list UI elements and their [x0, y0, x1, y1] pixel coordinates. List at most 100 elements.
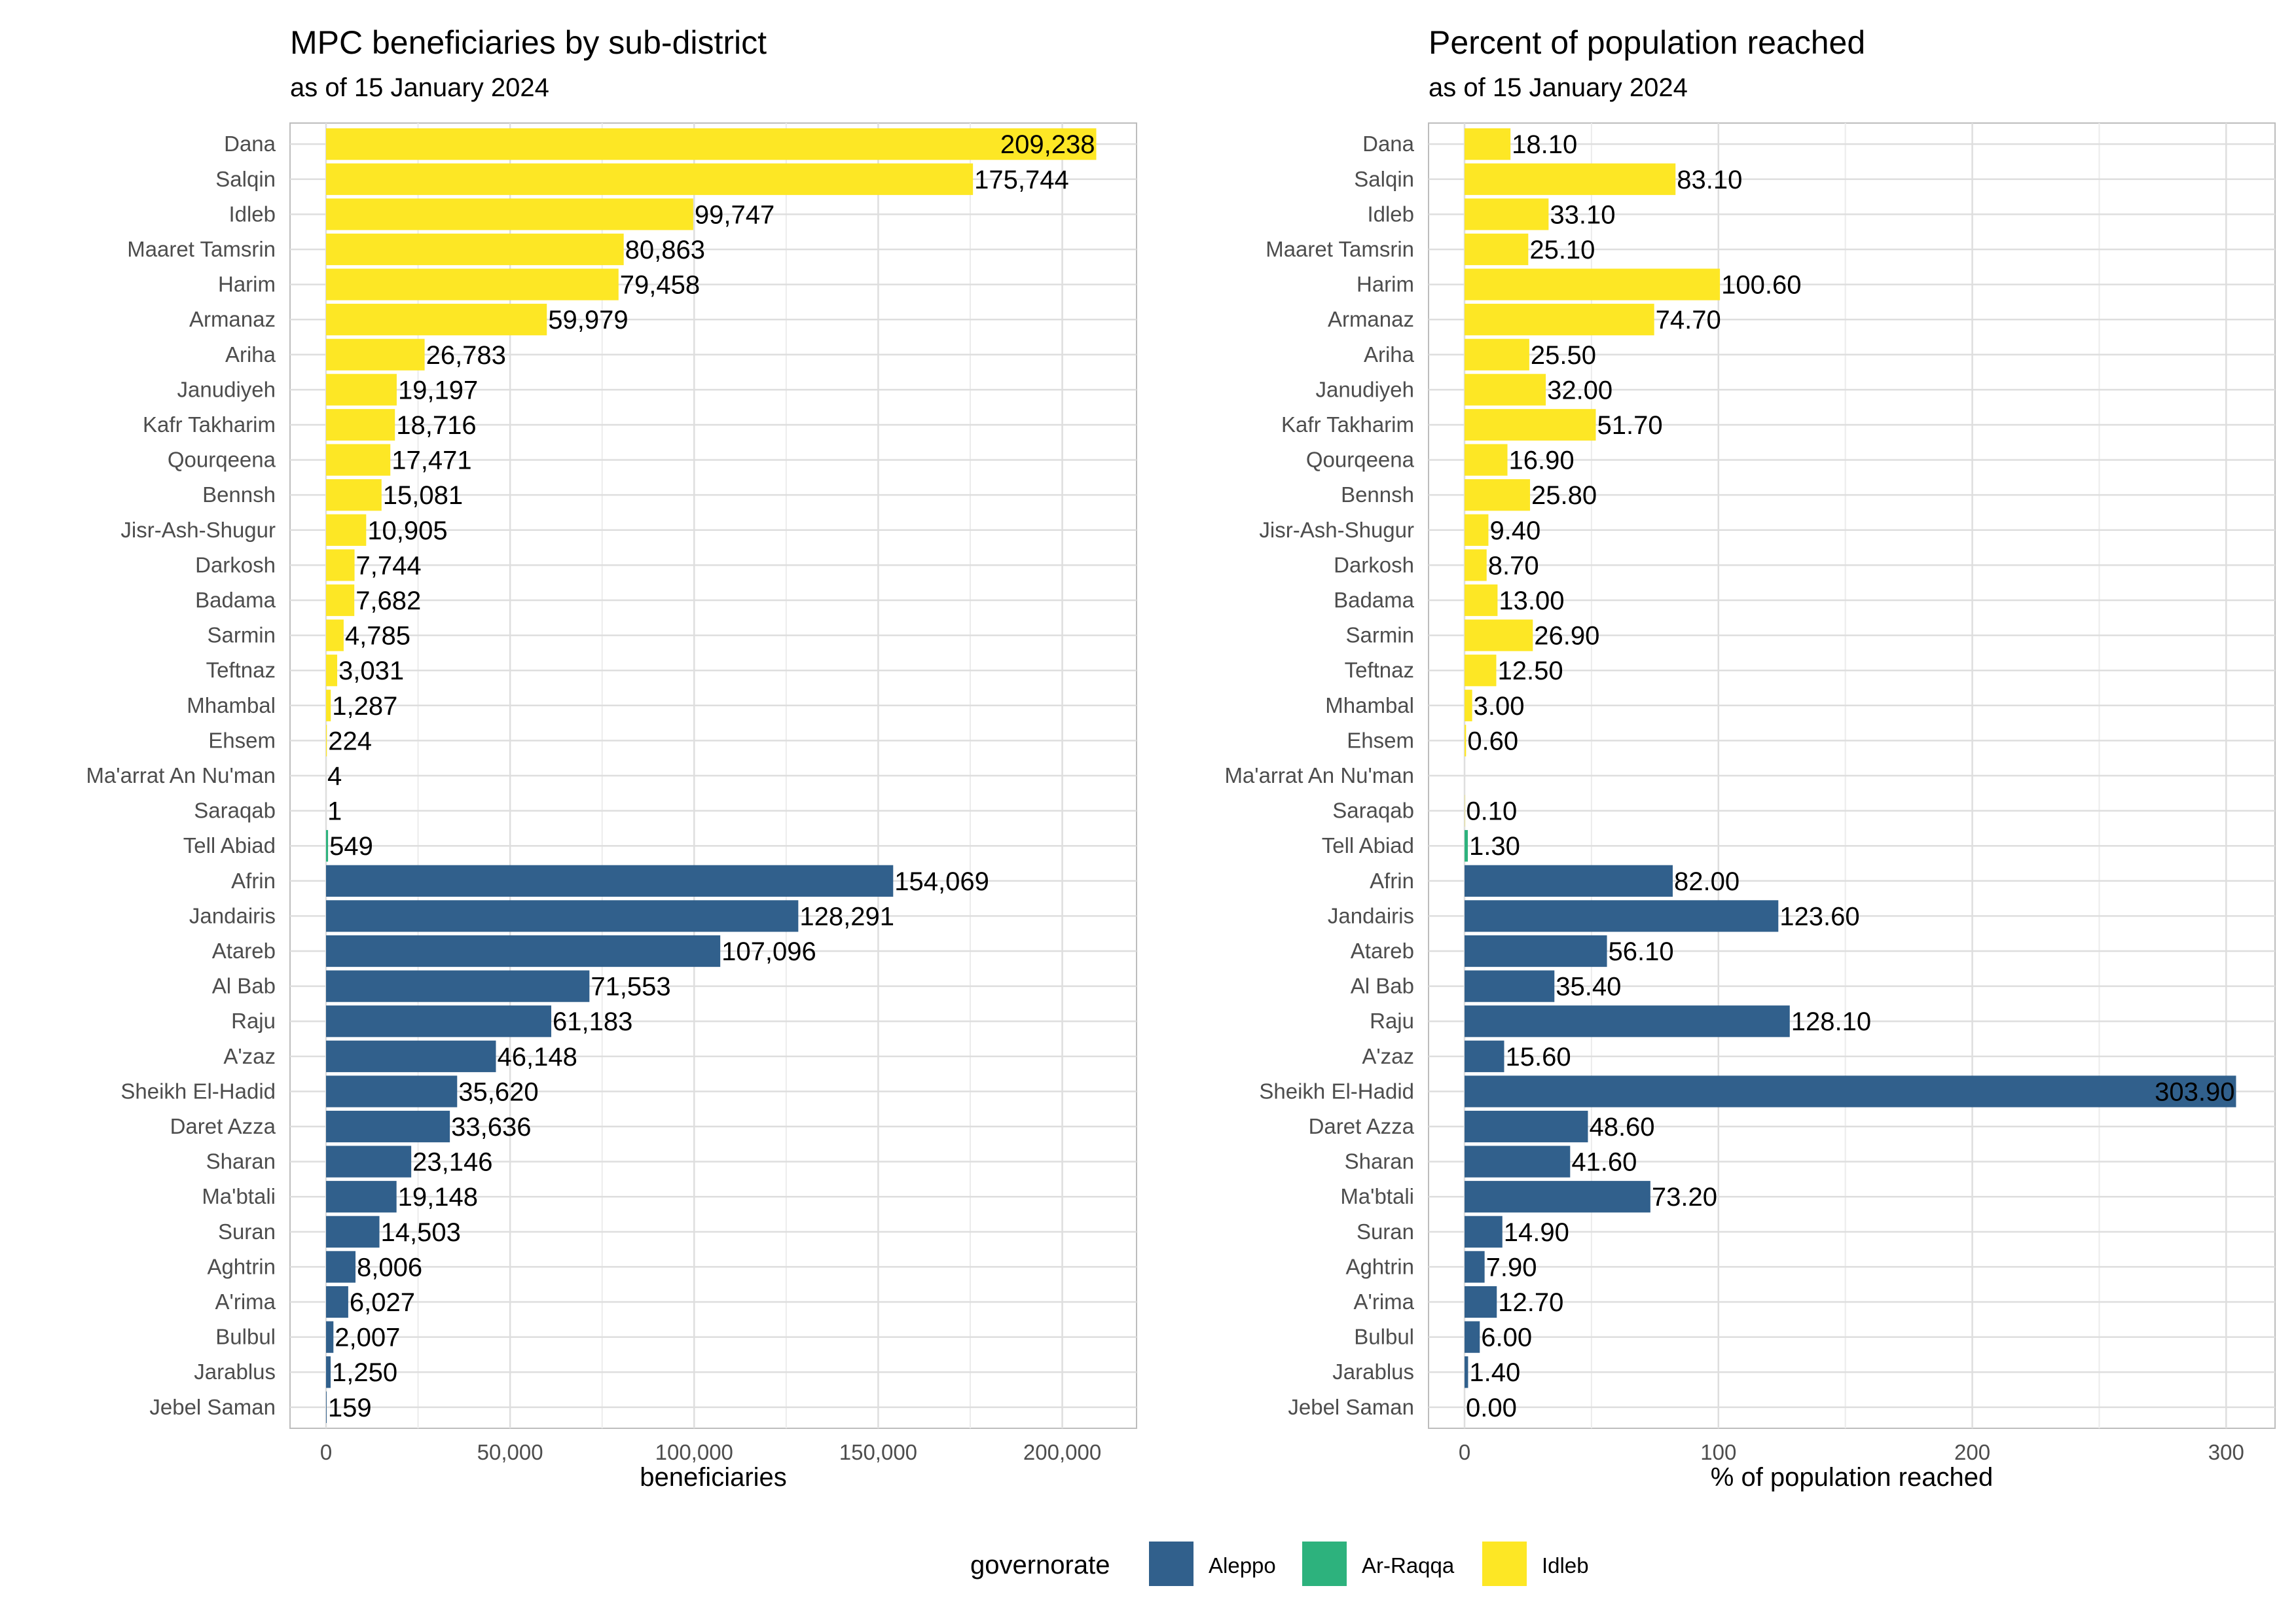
chart-2-bar-sarmin [1465, 619, 1533, 651]
chart-2-data-label-janudiyeh: 32.00 [1547, 376, 1613, 405]
chart-1-bar-qourqeena [326, 444, 390, 475]
chart-1-bar-badama [326, 585, 354, 616]
chart-2-category-label-al-bab: Al Bab [1351, 974, 1414, 998]
chart-2-bar-harim [1465, 268, 1720, 300]
chart-2-data-label-jandairis: 123.60 [1779, 902, 1859, 931]
chart-2-data-label-mhambal: 3.00 [1474, 692, 1525, 721]
chart-2-category-label-ariha: Ariha [1364, 342, 1415, 367]
chart-1-category-label-sarmin: Sarmin [207, 623, 276, 647]
chart-2-bar-jarablus [1465, 1356, 1468, 1388]
chart-1-data-label-sheikh-el-hadid: 35,620 [458, 1077, 538, 1106]
chart-2-bar-a-zaz [1465, 1041, 1504, 1072]
chart-1-category-label-jandairis: Jandairis [189, 903, 276, 928]
chart-1-bar-sheikh-el-hadid [326, 1075, 457, 1107]
chart-2-data-label-harim: 100.60 [1721, 271, 1801, 300]
chart-2-data-label-jarablus: 1.40 [1469, 1358, 1520, 1387]
chart-2-data-label-bulbul: 6.00 [1481, 1324, 1532, 1352]
chart-2-category-label-suran: Suran [1357, 1219, 1414, 1244]
chart-1-category-label-a-rima: A'rima [215, 1290, 276, 1314]
chart-2-bar-ariha [1465, 339, 1529, 370]
chart-2-bar-sheikh-el-hadid [1465, 1075, 2236, 1107]
chart-1-category-label-jebel-saman: Jebel Saman [149, 1395, 276, 1419]
chart-1-bar-al-bab [326, 970, 589, 1001]
chart-2-category-label-saraqab: Saraqab [1332, 799, 1414, 823]
chart-1-category-label-suran: Suran [218, 1219, 276, 1244]
chart-1-bar-mhambal [326, 690, 331, 721]
chart-1-bar-idleb [326, 198, 693, 230]
chart-2-category-label-dana: Dana [1362, 132, 1415, 156]
chart-1-bar-tell-abiad [326, 830, 328, 861]
chart-1-data-label-ma-arrat-an-nu-man: 4 [327, 762, 342, 791]
chart-1-data-label-al-bab: 71,553 [591, 973, 670, 1001]
chart-2-data-label-atareb: 56.10 [1609, 937, 1674, 966]
chart-1-data-label-aghtrin: 8,006 [357, 1253, 422, 1282]
chart-2-category-label-kafr-takharim: Kafr Takharim [1281, 412, 1414, 437]
chart-1-category-label-a-zaz: A'zaz [223, 1044, 276, 1068]
chart-2-bar-tell-abiad [1465, 830, 1468, 861]
chart-2-data-label-sharan: 41.60 [1571, 1148, 1637, 1177]
legend: governorate Aleppo Ar-Raqqa Idleb [0, 1542, 2296, 1594]
chart-1-data-label-saraqab: 1 [327, 797, 342, 826]
chart-2-category-label-qourqeena: Qourqeena [1306, 448, 1415, 472]
chart-2-data-label-kafr-takharim: 51.70 [1597, 411, 1662, 440]
chart-2-x-tick-label: 200 [1954, 1440, 1990, 1464]
chart-2-category-label-ma-arrat-an-nu-man: Ma'arrat An Nu'man [1224, 763, 1414, 787]
chart-1-category-label-darkosh: Darkosh [195, 552, 276, 577]
chart-1-bar-ma-btali [326, 1181, 397, 1212]
chart-1-data-label-badama: 7,682 [355, 586, 421, 615]
chart-1-data-label-idleb: 99,747 [695, 200, 774, 229]
chart-1-category-label-ma-btali: Ma'btali [202, 1184, 276, 1208]
chart-1-category-label-maaret-tamsrin: Maaret Tamsrin [127, 237, 276, 261]
chart-2-category-label-salqin: Salqin [1354, 167, 1414, 191]
chart-1-data-label-suran: 14,503 [381, 1218, 461, 1247]
chart-2-bar-daret-azza [1465, 1111, 1588, 1142]
chart-2-bar-dana [1465, 128, 1510, 160]
chart-1-data-label-janudiyeh: 19,197 [398, 376, 478, 405]
chart-2-category-label-armanaz: Armanaz [1328, 307, 1414, 331]
chart-2-bar-bennsh [1465, 479, 1530, 511]
chart-1-category-label-bennsh: Bennsh [202, 482, 276, 507]
chart-1-x-tick-label: 100,000 [655, 1440, 733, 1464]
chart-1-category-label-idleb: Idleb [228, 202, 276, 226]
chart-1-data-label-atareb: 107,096 [721, 937, 816, 966]
chart-1-bar-raju [326, 1005, 551, 1037]
chart-1-bar-ariha [326, 339, 425, 370]
chart-1-category-label-tell-abiad: Tell Abiad [183, 833, 276, 857]
chart-2-data-label-aghtrin: 7.90 [1486, 1253, 1537, 1282]
chart-2-category-label-afrin: Afrin [1370, 869, 1414, 893]
chart-2-data-label-sheikh-el-hadid: 303.90 [2155, 1077, 2234, 1106]
chart-2-bar-darkosh [1465, 549, 1487, 581]
chart-2-category-label-jarablus: Jarablus [1332, 1360, 1414, 1384]
chart-1-bar-a-zaz [326, 1041, 496, 1072]
chart-1-category-label-afrin: Afrin [231, 869, 276, 893]
chart-2-data-label-raju: 128.10 [1791, 1007, 1871, 1036]
chart-2-bar-raju [1465, 1005, 1790, 1037]
chart-1-category-label-badama: Badama [195, 588, 276, 612]
chart-2-data-label-daret-azza: 48.60 [1589, 1113, 1654, 1142]
chart-1-bar-salqin [326, 164, 973, 195]
chart-1-bar-dana [326, 128, 1096, 160]
chart-2-bar-atareb [1465, 935, 1607, 967]
chart-1-data-label-darkosh: 7,744 [356, 551, 422, 580]
chart-2-bar-salqin [1465, 164, 1675, 195]
chart-2-bar-aghtrin [1465, 1251, 1485, 1282]
chart-2-category-label-darkosh: Darkosh [1334, 552, 1414, 577]
chart-2-bar-kafr-takharim [1465, 409, 1595, 441]
chart-2-data-label-bennsh: 25.80 [1531, 481, 1597, 510]
chart-1-bar-sharan [326, 1146, 411, 1178]
chart-2-bar-mhambal [1465, 690, 1472, 721]
chart-1-bar-jarablus [326, 1356, 331, 1388]
chart-1-category-label-atareb: Atareb [212, 939, 276, 963]
chart-2-category-label-jebel-saman: Jebel Saman [1288, 1395, 1414, 1419]
chart-1-category-label-aghtrin: Aghtrin [207, 1254, 276, 1278]
chart-1-bar-teftnaz [326, 655, 337, 686]
chart-2-data-label-teftnaz: 12.50 [1497, 657, 1563, 685]
chart-1-data-label-bulbul: 2,007 [335, 1324, 400, 1352]
chart-2-category-label-atareb: Atareb [1351, 939, 1414, 963]
chart-1-bar-jandairis [326, 900, 798, 931]
chart-2-bar-al-bab [1465, 970, 1554, 1001]
chart-1-bar-maaret-tamsrin [326, 234, 624, 265]
chart-1-data-label-raju: 61,183 [553, 1007, 632, 1036]
chart-2-bar-jandairis [1465, 900, 1778, 931]
chart-2-data-label-darkosh: 8.70 [1488, 551, 1539, 580]
